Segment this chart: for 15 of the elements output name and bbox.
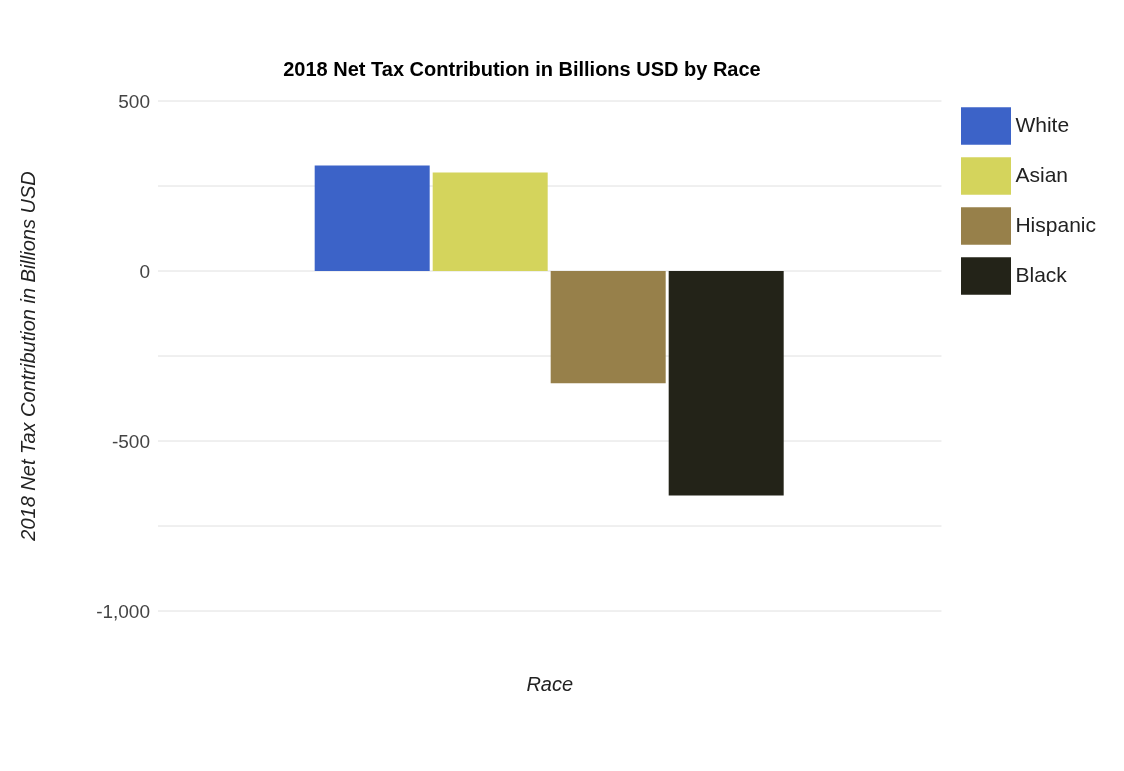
legend-label: Asian bbox=[1015, 162, 1068, 186]
y-tick-label: -500 bbox=[111, 430, 150, 452]
y-tick-label: -1,000 bbox=[96, 600, 150, 622]
x-axis-title: Race bbox=[526, 673, 574, 695]
chart-title: 2018 Net Tax Contribution in Billions USD by Race bbox=[282, 58, 762, 81]
y-axis-title: 2018 Net Tax Contribution in Billions USD bbox=[17, 171, 40, 542]
legend-label: White bbox=[1015, 112, 1070, 136]
y-tick-label: 500 bbox=[118, 90, 150, 112]
legend-label: Hispanic bbox=[1015, 212, 1096, 236]
bar bbox=[550, 271, 666, 384]
bar bbox=[432, 172, 548, 271]
bar bbox=[314, 165, 430, 271]
bar bbox=[668, 271, 784, 496]
y-tick-label: 0 bbox=[139, 260, 150, 282]
legend-label: Black bbox=[1015, 262, 1067, 286]
